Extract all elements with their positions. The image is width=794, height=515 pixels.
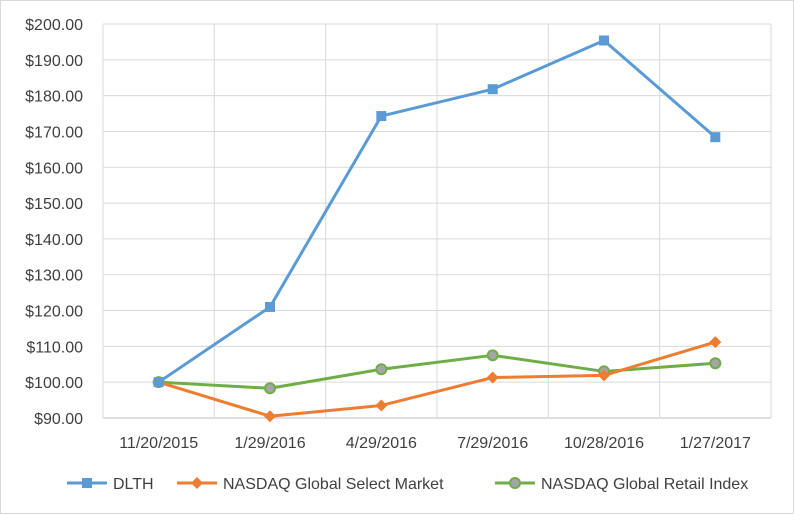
data-point (598, 369, 610, 382)
y-tick-label: $190.00 (25, 53, 83, 70)
data-point (153, 377, 164, 388)
series-lines (152, 35, 722, 423)
legend-item: NASDAQ Global Retail Index (495, 476, 748, 493)
legend-marker (82, 478, 92, 488)
data-point (710, 132, 721, 143)
legend-item: NASDAQ Global Select Market (177, 476, 444, 493)
data-point (487, 84, 498, 95)
data-point (709, 336, 722, 349)
y-tick-label: $160.00 (25, 160, 83, 177)
y-tick-label: $200.00 (25, 17, 83, 34)
data-point (375, 399, 388, 412)
y-tick-label: $140.00 (25, 232, 83, 249)
x-tick-label: 11/20/2015 (119, 435, 198, 452)
y-tick-label: $180.00 (25, 89, 83, 106)
data-point (486, 371, 499, 384)
legend-label: DLTH (113, 476, 154, 493)
legend-label: NASDAQ Global Retail Index (541, 476, 748, 493)
data-point (486, 349, 499, 362)
legend-label: NASDAQ Global Select Market (223, 476, 444, 493)
x-tick-label: 10/28/2016 (564, 435, 644, 452)
data-point (376, 111, 387, 122)
y-tick-label: $150.00 (25, 196, 83, 213)
series-line (157, 38, 717, 384)
y-tick-label: $170.00 (25, 124, 83, 141)
data-point (265, 301, 275, 312)
y-tick-label: $120.00 (25, 304, 83, 321)
x-tick-label: 4/29/2016 (346, 435, 417, 452)
x-tick-label: 7/29/2016 (457, 435, 528, 452)
series-nasdaq-global-select-market (152, 336, 722, 423)
series-dlth (153, 35, 721, 388)
y-tick-label: $110.00 (26, 339, 83, 356)
legend-marker (509, 477, 521, 489)
data-point (599, 35, 609, 46)
data-point (264, 382, 276, 395)
x-tick-label: 1/27/2017 (680, 435, 751, 452)
y-tick-label: $130.00 (25, 268, 83, 285)
x-tick-label: 1/29/2016 (234, 435, 305, 452)
legend-marker (191, 477, 203, 489)
data-point (264, 410, 276, 423)
y-tick-label: $100.00 (25, 375, 83, 392)
legend-item: DLTH (67, 476, 154, 493)
legend: DLTH NASDAQ Global Select Market NASDAQ Gl… (67, 476, 748, 493)
axes: $90.00 $100.00 $110.00 $120.00 $130.00 $140.0… (25, 17, 751, 452)
data-point (709, 357, 722, 370)
data-point (375, 363, 388, 376)
y-tick-label: $90.00 (34, 411, 83, 428)
gridlines (102, 23, 772, 419)
series-line (158, 340, 716, 418)
